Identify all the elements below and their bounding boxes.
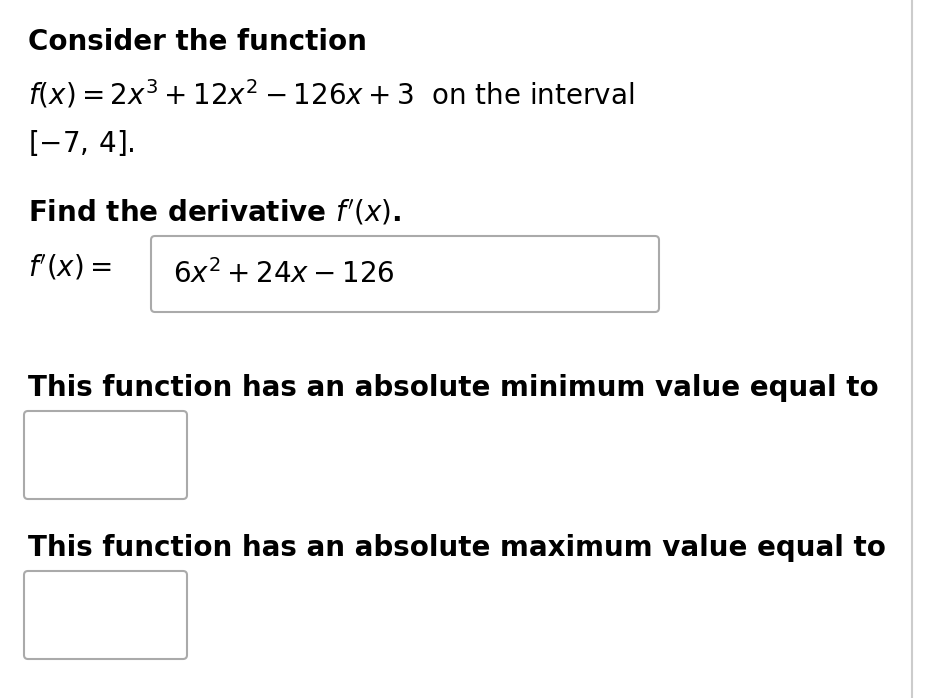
Text: This function has an absolute maximum value equal to: This function has an absolute maximum va… [28,534,886,562]
Text: This function has an absolute minimum value equal to: This function has an absolute minimum va… [28,374,879,402]
Text: $6x^2 + 24x - 126$: $6x^2 + 24x - 126$ [173,259,395,289]
FancyBboxPatch shape [151,236,659,312]
Text: $[-7,\, 4].$: $[-7,\, 4].$ [28,128,134,158]
FancyBboxPatch shape [24,411,187,499]
FancyBboxPatch shape [24,571,187,659]
Text: $f'(x) =$: $f'(x) =$ [28,253,112,283]
Text: $f(x) = 2x^3 + 12x^2 - 126x + 3$  on the interval: $f(x) = 2x^3 + 12x^2 - 126x + 3$ on the … [28,77,634,110]
Text: Consider the function: Consider the function [28,28,367,56]
Text: Find the derivative $f'(x)$.: Find the derivative $f'(x)$. [28,198,401,228]
